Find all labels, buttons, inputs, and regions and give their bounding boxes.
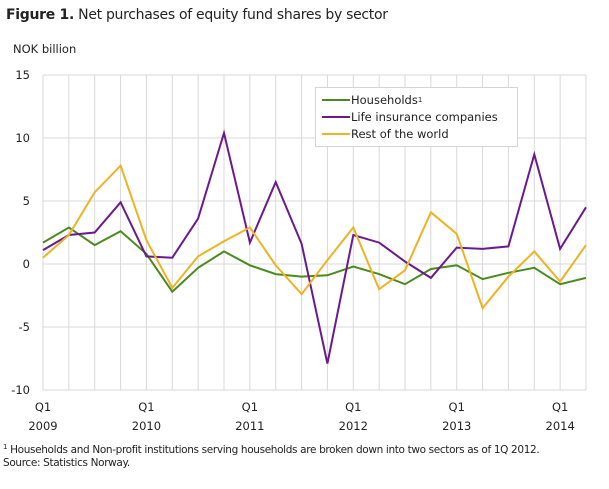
- y-tick-label: -10: [11, 383, 30, 397]
- y-tick-label: -5: [19, 320, 30, 334]
- legend-item-rest-of-world: Rest of the world: [322, 125, 449, 143]
- series-line-life-insurance-companies: [42, 129, 587, 364]
- x-tick-year-label: 2013: [442, 419, 471, 433]
- chart-legend: Households 1 Life insurance companies Res…: [315, 87, 518, 147]
- y-tick-label: 15: [15, 68, 30, 82]
- footnote-text: 1 Households and Non-profit institutions…: [3, 441, 603, 457]
- legend-item-households: Households 1: [322, 91, 422, 109]
- figure-title: Figure 1. Net purchases of equity fund s…: [6, 7, 388, 23]
- x-tick-year-label: 2010: [132, 419, 161, 433]
- x-tick-year-label: 2011: [235, 419, 264, 433]
- legend-swatch-households: [322, 99, 350, 101]
- legend-swatch-life-insurance: [322, 116, 350, 118]
- x-tick-year-label: 2012: [339, 419, 368, 433]
- legend-label: Rest of the world: [351, 127, 449, 141]
- x-tick-quarter-label: Q1: [138, 400, 154, 414]
- chart-series-lines: [42, 129, 587, 364]
- y-axis-ticks: 15 10 5 0 -5 -10: [11, 68, 30, 397]
- x-tick-quarter-label: Q1: [449, 400, 465, 414]
- legend-swatch-rest-of-world: [322, 133, 350, 135]
- y-axis-unit-label: NOK billion: [13, 42, 77, 56]
- x-tick-year-label: 2009: [28, 419, 57, 433]
- footnote-body: Households and Non-profit institutions s…: [7, 444, 540, 456]
- x-tick-quarter-label: Q1: [35, 400, 51, 414]
- source-note: Source: Statistics Norway.: [3, 457, 130, 469]
- legend-item-life-insurance: Life insurance companies: [322, 108, 498, 126]
- footnote-marker: 1: [417, 96, 423, 104]
- x-tick-quarter-label: Q1: [552, 400, 568, 414]
- series-line-rest-of-the-world: [42, 163, 587, 311]
- figure-label: Figure 1.: [6, 7, 74, 23]
- footnote-marker: 1: [3, 443, 8, 451]
- x-axis-ticks: Q1 2009 Q1 2010 Q1 2011 Q1 2012 Q1 2013 Q1 2014: [28, 400, 574, 433]
- x-tick-year-label: 2014: [546, 419, 575, 433]
- chart-footnote: 1 Households and Non-profit institutions…: [3, 441, 603, 470]
- legend-label: Life insurance companies: [351, 110, 498, 124]
- figure-title-text: Net purchases of equity fund shares by s…: [78, 7, 388, 23]
- legend-label: Households: [351, 93, 418, 107]
- y-tick-label: 10: [15, 131, 30, 145]
- y-tick-label: 5: [23, 194, 30, 208]
- line-chart: 15 10 5 0 -5 -10 Q1 2009 Q1 2010 Q1 2011 Q1 2012 Q1 20…: [11, 68, 587, 433]
- x-tick-quarter-label: Q1: [242, 400, 258, 414]
- x-tick-quarter-label: Q1: [345, 400, 361, 414]
- y-tick-label: 0: [23, 257, 30, 271]
